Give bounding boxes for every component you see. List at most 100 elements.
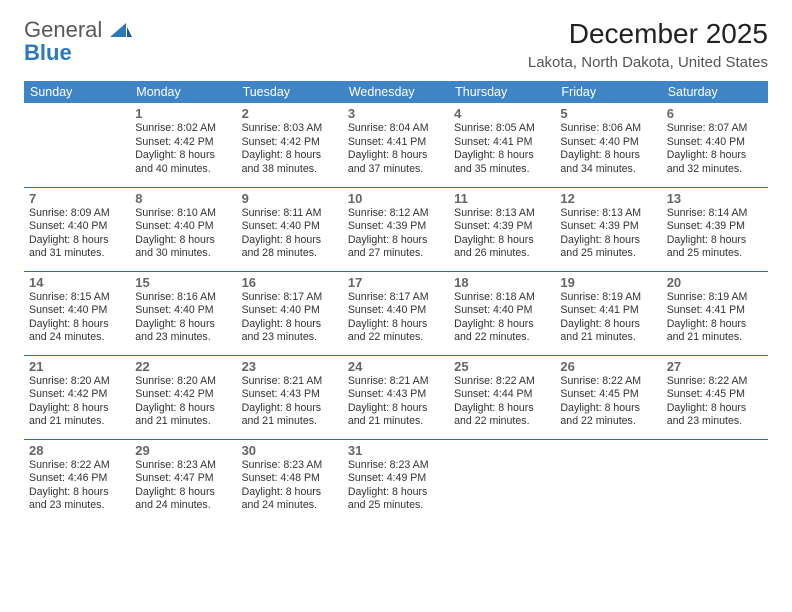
daylight-line: Daylight: 8 hours [454, 318, 550, 332]
sunset-line: Sunset: 4:40 PM [242, 220, 338, 234]
day-number: 23 [242, 359, 338, 374]
day-info: Sunrise: 8:16 AMSunset: 4:40 PMDaylight:… [135, 291, 231, 345]
day-number: 9 [242, 191, 338, 206]
sunset-line: Sunset: 4:40 PM [667, 136, 763, 150]
sunrise-line: Sunrise: 8:23 AM [348, 459, 444, 473]
day-info: Sunrise: 8:17 AMSunset: 4:40 PMDaylight:… [348, 291, 444, 345]
daylight-line: Daylight: 8 hours [135, 486, 231, 500]
sunrise-line: Sunrise: 8:10 AM [135, 207, 231, 221]
day-info: Sunrise: 8:19 AMSunset: 4:41 PMDaylight:… [560, 291, 656, 345]
day-cell: 11Sunrise: 8:13 AMSunset: 4:39 PMDayligh… [449, 187, 555, 271]
sunrise-line: Sunrise: 8:19 AM [560, 291, 656, 305]
day-info: Sunrise: 8:20 AMSunset: 4:42 PMDaylight:… [29, 375, 125, 429]
day-number: 2 [242, 106, 338, 121]
logo-word-blue: Blue [24, 40, 72, 65]
page-header: General Blue December 2025 Lakota, North… [24, 18, 768, 71]
week-row: 1Sunrise: 8:02 AMSunset: 4:42 PMDaylight… [24, 103, 768, 187]
day-info: Sunrise: 8:22 AMSunset: 4:44 PMDaylight:… [454, 375, 550, 429]
day-cell: 15Sunrise: 8:16 AMSunset: 4:40 PMDayligh… [130, 271, 236, 355]
day-number: 21 [29, 359, 125, 374]
week-row: 21Sunrise: 8:20 AMSunset: 4:42 PMDayligh… [24, 355, 768, 439]
sunset-line: Sunset: 4:45 PM [560, 388, 656, 402]
day-number: 27 [667, 359, 763, 374]
day-cell: 17Sunrise: 8:17 AMSunset: 4:40 PMDayligh… [343, 271, 449, 355]
sunset-line: Sunset: 4:42 PM [135, 136, 231, 150]
daylight-line-2: and 22 minutes. [560, 415, 656, 429]
daylight-line-2: and 24 minutes. [29, 331, 125, 345]
day-info: Sunrise: 8:23 AMSunset: 4:49 PMDaylight:… [348, 459, 444, 513]
daylight-line-2: and 37 minutes. [348, 163, 444, 177]
sunrise-line: Sunrise: 8:03 AM [242, 122, 338, 136]
sunrise-line: Sunrise: 8:17 AM [242, 291, 338, 305]
daylight-line-2: and 35 minutes. [454, 163, 550, 177]
sunset-line: Sunset: 4:42 PM [29, 388, 125, 402]
daylight-line: Daylight: 8 hours [242, 234, 338, 248]
daylight-line-2: and 40 minutes. [135, 163, 231, 177]
day-cell: 4Sunrise: 8:05 AMSunset: 4:41 PMDaylight… [449, 103, 555, 187]
sunset-line: Sunset: 4:42 PM [135, 388, 231, 402]
daylight-line: Daylight: 8 hours [348, 402, 444, 416]
sunset-line: Sunset: 4:40 PM [135, 304, 231, 318]
day-info: Sunrise: 8:22 AMSunset: 4:45 PMDaylight:… [667, 375, 763, 429]
day-info: Sunrise: 8:07 AMSunset: 4:40 PMDaylight:… [667, 122, 763, 176]
day-number: 19 [560, 275, 656, 290]
sunrise-line: Sunrise: 8:11 AM [242, 207, 338, 221]
sunrise-line: Sunrise: 8:13 AM [560, 207, 656, 221]
daylight-line: Daylight: 8 hours [454, 234, 550, 248]
day-info: Sunrise: 8:04 AMSunset: 4:41 PMDaylight:… [348, 122, 444, 176]
sunrise-line: Sunrise: 8:22 AM [29, 459, 125, 473]
day-info: Sunrise: 8:21 AMSunset: 4:43 PMDaylight:… [242, 375, 338, 429]
title-block: December 2025 Lakota, North Dakota, Unit… [528, 18, 768, 71]
day-cell: 6Sunrise: 8:07 AMSunset: 4:40 PMDaylight… [662, 103, 768, 187]
day-number: 30 [242, 443, 338, 458]
day-cell: 26Sunrise: 8:22 AMSunset: 4:45 PMDayligh… [555, 355, 661, 439]
daylight-line: Daylight: 8 hours [29, 402, 125, 416]
sunset-line: Sunset: 4:41 PM [454, 136, 550, 150]
daylight-line-2: and 28 minutes. [242, 247, 338, 261]
col-tuesday: Tuesday [237, 81, 343, 103]
daylight-line-2: and 30 minutes. [135, 247, 231, 261]
day-info: Sunrise: 8:13 AMSunset: 4:39 PMDaylight:… [454, 207, 550, 261]
daylight-line-2: and 25 minutes. [560, 247, 656, 261]
daylight-line: Daylight: 8 hours [348, 486, 444, 500]
sunrise-line: Sunrise: 8:15 AM [29, 291, 125, 305]
daylight-line: Daylight: 8 hours [348, 149, 444, 163]
day-cell: 8Sunrise: 8:10 AMSunset: 4:40 PMDaylight… [130, 187, 236, 271]
day-info: Sunrise: 8:02 AMSunset: 4:42 PMDaylight:… [135, 122, 231, 176]
daylight-line: Daylight: 8 hours [560, 318, 656, 332]
sunset-line: Sunset: 4:43 PM [348, 388, 444, 402]
col-saturday: Saturday [662, 81, 768, 103]
day-info: Sunrise: 8:14 AMSunset: 4:39 PMDaylight:… [667, 207, 763, 261]
day-cell: 24Sunrise: 8:21 AMSunset: 4:43 PMDayligh… [343, 355, 449, 439]
sunset-line: Sunset: 4:40 PM [454, 304, 550, 318]
sunset-line: Sunset: 4:40 PM [560, 136, 656, 150]
daylight-line: Daylight: 8 hours [29, 318, 125, 332]
daylight-line-2: and 21 minutes. [135, 415, 231, 429]
daylight-line-2: and 22 minutes. [454, 415, 550, 429]
sunrise-line: Sunrise: 8:16 AM [135, 291, 231, 305]
daylight-line: Daylight: 8 hours [667, 318, 763, 332]
daylight-line: Daylight: 8 hours [348, 318, 444, 332]
day-cell: 13Sunrise: 8:14 AMSunset: 4:39 PMDayligh… [662, 187, 768, 271]
sunset-line: Sunset: 4:41 PM [348, 136, 444, 150]
week-row: 28Sunrise: 8:22 AMSunset: 4:46 PMDayligh… [24, 439, 768, 523]
sunrise-line: Sunrise: 8:20 AM [135, 375, 231, 389]
day-cell: 28Sunrise: 8:22 AMSunset: 4:46 PMDayligh… [24, 439, 130, 523]
day-number: 29 [135, 443, 231, 458]
day-info: Sunrise: 8:19 AMSunset: 4:41 PMDaylight:… [667, 291, 763, 345]
sunrise-line: Sunrise: 8:22 AM [560, 375, 656, 389]
daylight-line-2: and 31 minutes. [29, 247, 125, 261]
day-info: Sunrise: 8:12 AMSunset: 4:39 PMDaylight:… [348, 207, 444, 261]
day-number: 11 [454, 191, 550, 206]
day-cell: 31Sunrise: 8:23 AMSunset: 4:49 PMDayligh… [343, 439, 449, 523]
day-header-row: Sunday Monday Tuesday Wednesday Thursday… [24, 81, 768, 103]
day-number: 25 [454, 359, 550, 374]
sunrise-line: Sunrise: 8:09 AM [29, 207, 125, 221]
daylight-line: Daylight: 8 hours [667, 149, 763, 163]
daylight-line: Daylight: 8 hours [135, 402, 231, 416]
daylight-line: Daylight: 8 hours [242, 402, 338, 416]
day-cell: 1Sunrise: 8:02 AMSunset: 4:42 PMDaylight… [130, 103, 236, 187]
day-cell: 5Sunrise: 8:06 AMSunset: 4:40 PMDaylight… [555, 103, 661, 187]
day-number: 4 [454, 106, 550, 121]
day-cell: 2Sunrise: 8:03 AMSunset: 4:42 PMDaylight… [237, 103, 343, 187]
